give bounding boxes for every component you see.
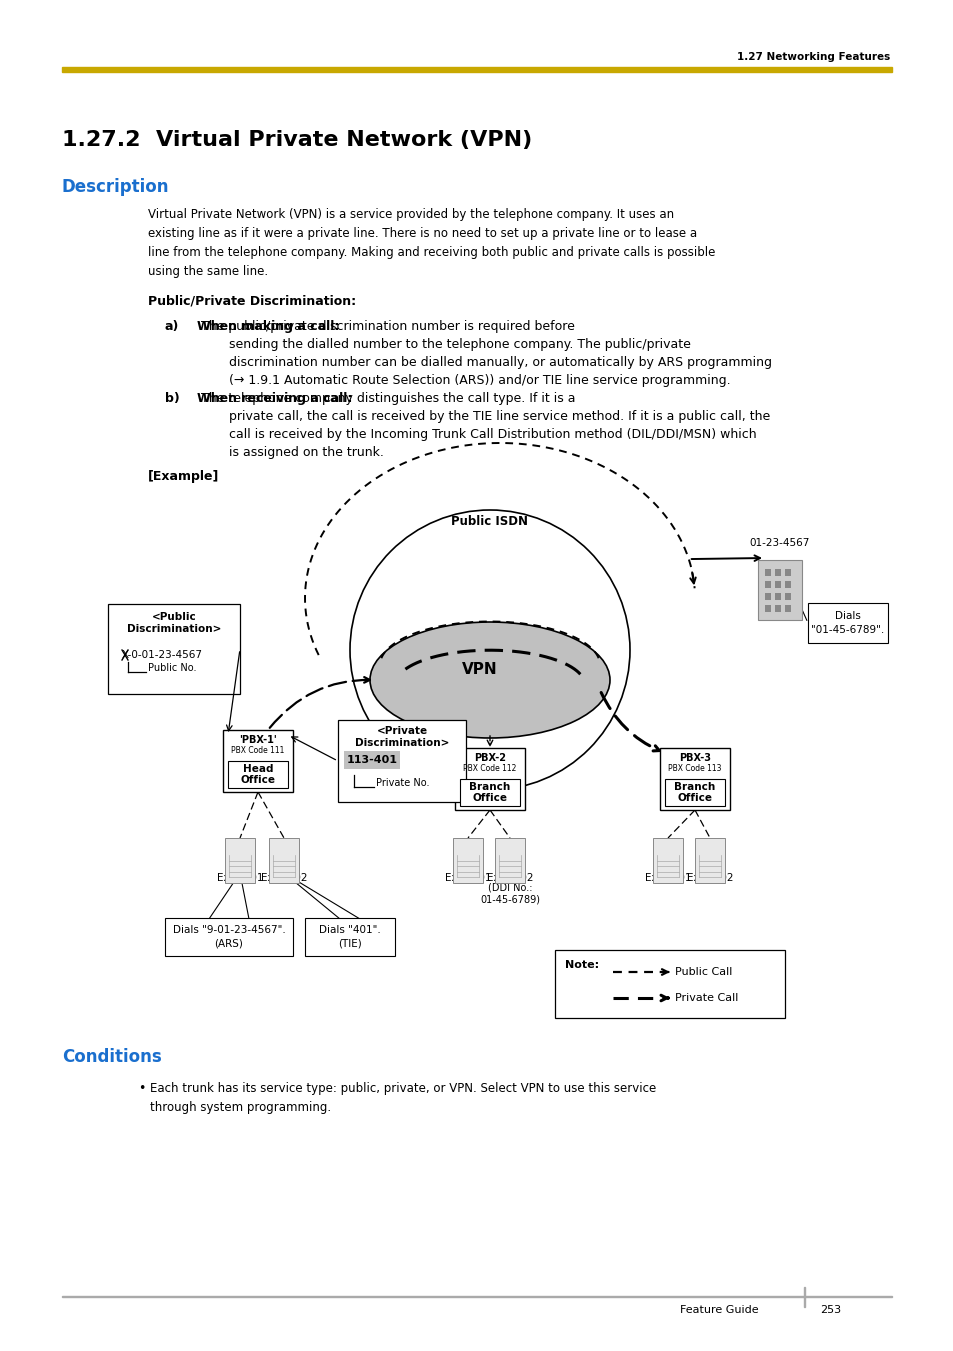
Text: When making a call:: When making a call: bbox=[196, 320, 339, 332]
Bar bbox=[459, 780, 519, 807]
Bar bbox=[452, 838, 483, 882]
Text: PBX Code 112: PBX Code 112 bbox=[463, 765, 517, 773]
Text: <Private
Discrimination>: <Private Discrimination> bbox=[355, 725, 449, 748]
Text: 1.27 Networking Features: 1.27 Networking Features bbox=[736, 51, 889, 62]
Bar bbox=[337, 720, 465, 802]
Text: Public ISDN: Public ISDN bbox=[451, 515, 528, 528]
Text: X-0-01-23-4567: X-0-01-23-4567 bbox=[122, 650, 203, 661]
Text: The telephone company distinguishes the call type. If it is a
        private ca: The telephone company distinguishes the … bbox=[196, 392, 769, 459]
Text: Note:: Note: bbox=[564, 961, 598, 970]
Text: Feature Guide: Feature Guide bbox=[679, 1305, 758, 1315]
Bar bbox=[774, 605, 781, 612]
Text: When receiving a call:: When receiving a call: bbox=[196, 392, 352, 405]
Text: Description: Description bbox=[62, 178, 170, 196]
Text: Dials "401".
(TIE): Dials "401". (TIE) bbox=[319, 925, 380, 948]
Bar bbox=[784, 569, 790, 576]
Bar bbox=[455, 748, 524, 811]
Text: Each trunk has its service type: public, private, or VPN. Select VPN to use this: Each trunk has its service type: public,… bbox=[150, 1082, 656, 1115]
Text: PBX Code 113: PBX Code 113 bbox=[667, 765, 721, 773]
Text: Private No.: Private No. bbox=[375, 778, 429, 788]
Bar bbox=[694, 838, 724, 882]
Text: Extn.302: Extn.302 bbox=[486, 873, 533, 884]
Text: PBX Code 111: PBX Code 111 bbox=[231, 746, 284, 755]
Bar bbox=[108, 604, 240, 694]
Bar bbox=[269, 838, 299, 882]
Text: 01-23-4567: 01-23-4567 bbox=[749, 538, 809, 549]
Bar bbox=[494, 838, 525, 882]
Text: Dials
"01-45-6789".: Dials "01-45-6789". bbox=[810, 612, 883, 635]
Bar bbox=[784, 581, 790, 588]
Bar bbox=[223, 730, 293, 792]
Text: [Example]: [Example] bbox=[148, 470, 219, 484]
Text: Extn.401: Extn.401 bbox=[644, 873, 691, 884]
Bar bbox=[784, 605, 790, 612]
Text: Public Call: Public Call bbox=[675, 967, 732, 977]
Text: Extn.201: Extn.201 bbox=[216, 873, 263, 884]
Bar bbox=[305, 917, 395, 957]
Text: Public/Private Discrimination:: Public/Private Discrimination: bbox=[148, 295, 355, 308]
Bar bbox=[807, 603, 887, 643]
Ellipse shape bbox=[370, 621, 609, 738]
Text: Dials "9-01-23-4567".
(ARS): Dials "9-01-23-4567". (ARS) bbox=[172, 925, 285, 948]
Text: Branch
Office: Branch Office bbox=[674, 782, 715, 804]
Bar bbox=[774, 569, 781, 576]
Bar bbox=[784, 593, 790, 600]
Text: 'PBX-1': 'PBX-1' bbox=[239, 735, 276, 744]
Bar bbox=[764, 593, 770, 600]
Text: PBX-3: PBX-3 bbox=[679, 753, 710, 763]
Bar bbox=[228, 761, 288, 788]
Text: <Public
Discrimination>: <Public Discrimination> bbox=[127, 612, 221, 635]
Bar bbox=[659, 748, 729, 811]
Text: Virtual Private Network (VPN) is a service provided by the telephone company. It: Virtual Private Network (VPN) is a servi… bbox=[148, 208, 715, 278]
Bar bbox=[764, 605, 770, 612]
Text: b): b) bbox=[165, 392, 179, 405]
Text: PBX-2: PBX-2 bbox=[474, 753, 505, 763]
Bar bbox=[344, 751, 399, 769]
Bar bbox=[764, 569, 770, 576]
Text: Public No.: Public No. bbox=[148, 663, 196, 673]
Bar bbox=[758, 561, 801, 620]
Bar bbox=[165, 917, 293, 957]
Text: VPN: VPN bbox=[461, 662, 497, 677]
Text: The public/private discrimination number is required before
        sending the : The public/private discrimination number… bbox=[196, 320, 771, 386]
Text: 113-401: 113-401 bbox=[346, 755, 397, 765]
Bar bbox=[62, 68, 891, 72]
Text: Branch
Office: Branch Office bbox=[469, 782, 510, 804]
Text: 1.27.2  Virtual Private Network (VPN): 1.27.2 Virtual Private Network (VPN) bbox=[62, 130, 532, 150]
Text: (DDI No.:
01-45-6789): (DDI No.: 01-45-6789) bbox=[479, 882, 539, 904]
Text: Private Call: Private Call bbox=[675, 993, 738, 1002]
Text: Conditions: Conditions bbox=[62, 1048, 162, 1066]
Text: Head
Office: Head Office bbox=[240, 763, 275, 785]
Bar bbox=[664, 780, 724, 807]
Bar bbox=[224, 838, 255, 882]
Text: •: • bbox=[138, 1082, 145, 1096]
Text: Extn.301: Extn.301 bbox=[444, 873, 491, 884]
Text: a): a) bbox=[165, 320, 179, 332]
Bar bbox=[774, 593, 781, 600]
Bar bbox=[652, 838, 682, 882]
Text: Extn.202: Extn.202 bbox=[260, 873, 307, 884]
Bar bbox=[555, 950, 784, 1019]
Text: 253: 253 bbox=[820, 1305, 841, 1315]
Bar bbox=[764, 581, 770, 588]
Text: Extn.402: Extn.402 bbox=[686, 873, 733, 884]
Bar bbox=[774, 581, 781, 588]
Bar bbox=[803, 1288, 804, 1306]
